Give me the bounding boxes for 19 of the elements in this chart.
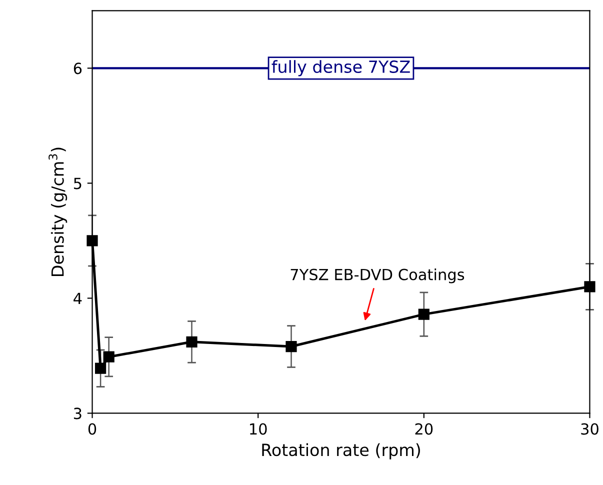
- annotation: 7YSZ EB-DVD Coatings: [290, 268, 464, 284]
- y-tick-label: 5: [74, 178, 82, 190]
- point: [186, 336, 198, 348]
- x-axis-title: Rotation rate (rpm): [262, 443, 420, 460]
- x-tick-label: 20: [415, 423, 433, 435]
- point: [286, 340, 297, 352]
- point: [94, 362, 106, 374]
- y-tick-label: 6: [74, 62, 82, 74]
- point: [103, 351, 114, 362]
- y-tick-label: 4: [74, 292, 82, 304]
- x-tick-label: 10: [250, 423, 267, 435]
- x-tick-label: 30: [581, 423, 598, 435]
- ref-line-label: fully dense 7YSZ: [272, 60, 410, 76]
- point: [86, 235, 98, 246]
- x-tick-label: 0: [88, 423, 96, 435]
- point: [584, 281, 596, 292]
- point: [418, 308, 430, 320]
- y-axis-title: Density (g/cm$^{3}$): [48, 148, 68, 276]
- y-tick-label: 3: [74, 408, 82, 420]
